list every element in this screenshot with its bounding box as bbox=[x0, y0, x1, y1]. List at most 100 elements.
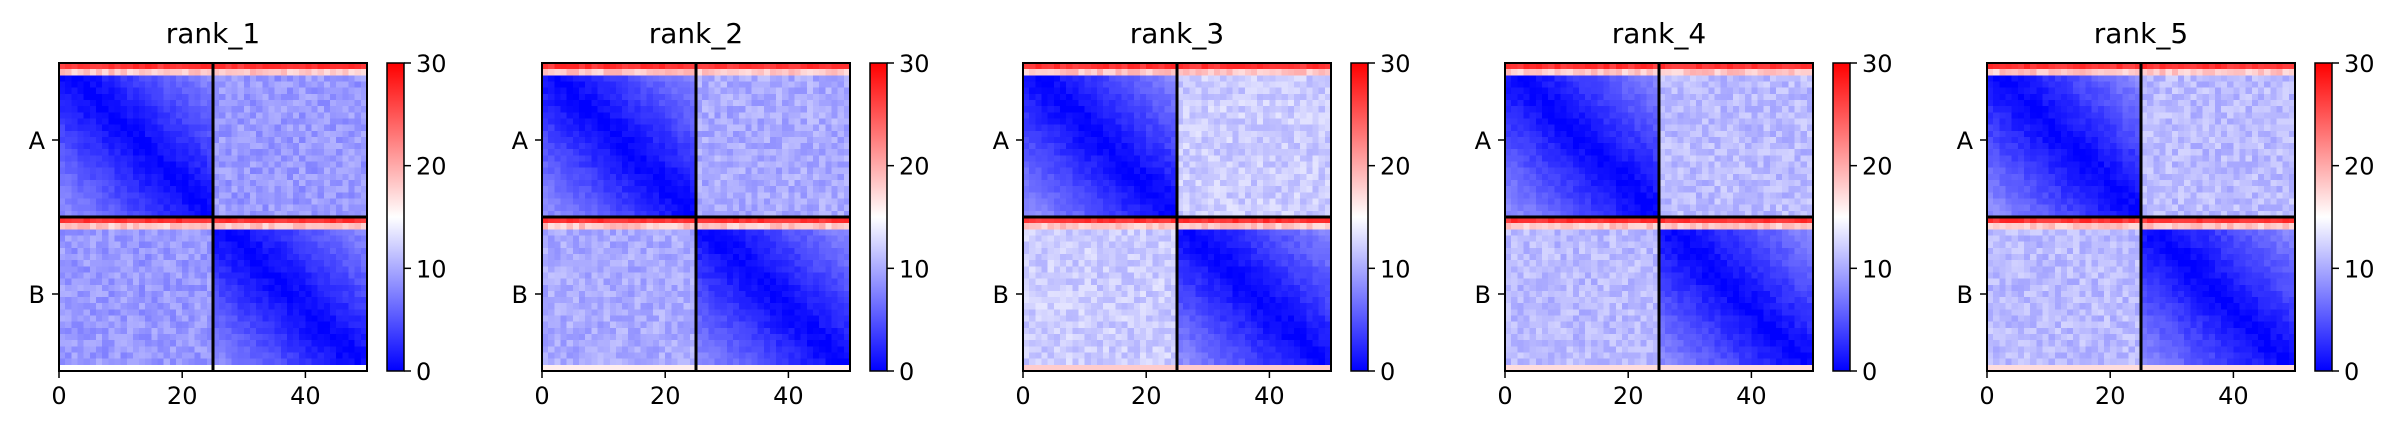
heatmap-cell bbox=[286, 130, 294, 138]
heatmap-cell bbox=[572, 334, 580, 341]
heatmap-cell bbox=[603, 204, 611, 212]
heatmap-cell bbox=[262, 186, 270, 193]
heatmap-cell bbox=[176, 106, 183, 113]
heatmap-cell bbox=[745, 136, 753, 144]
heatmap-cell bbox=[311, 290, 319, 298]
heatmap-cell bbox=[268, 173, 276, 181]
heatmap-cell bbox=[548, 180, 555, 187]
heatmap-cell bbox=[739, 223, 746, 230]
heatmap-cell bbox=[354, 69, 362, 76]
heatmap-cell bbox=[59, 352, 66, 360]
heatmap-cell bbox=[83, 358, 91, 366]
heatmap-cell bbox=[739, 204, 746, 212]
heatmap-cell bbox=[311, 173, 319, 181]
heatmap-cell bbox=[714, 99, 722, 107]
heatmap-cell bbox=[652, 155, 660, 163]
heatmap-cell bbox=[151, 364, 159, 372]
heatmap-cell bbox=[597, 75, 605, 83]
heatmap-cell bbox=[813, 192, 820, 200]
heatmap-cell bbox=[683, 87, 691, 95]
heatmap-cell bbox=[299, 149, 306, 156]
heatmap-cell bbox=[163, 204, 171, 212]
heatmap-cell bbox=[837, 217, 845, 224]
heatmap-cell bbox=[342, 87, 350, 95]
heatmap-cell bbox=[188, 75, 196, 83]
heatmap-cell bbox=[757, 303, 765, 310]
heatmap-cell bbox=[788, 210, 796, 218]
heatmap-cell bbox=[769, 327, 777, 335]
heatmap-cell bbox=[163, 235, 171, 243]
heatmap-cell bbox=[634, 284, 642, 292]
heatmap-cell bbox=[720, 247, 728, 255]
heatmap-cell bbox=[825, 334, 833, 341]
heatmap-cell bbox=[776, 99, 783, 107]
heatmap-cell bbox=[708, 93, 716, 101]
heatmap-cell bbox=[788, 192, 796, 200]
heatmap-cell bbox=[59, 235, 66, 243]
heatmap-cell bbox=[689, 106, 697, 113]
heatmap-cell bbox=[591, 130, 599, 138]
heatmap-cell bbox=[206, 327, 214, 335]
heatmap-cell bbox=[732, 161, 740, 169]
heatmap-cell bbox=[763, 290, 771, 298]
heatmap-cell bbox=[89, 118, 97, 126]
heatmap-cell bbox=[225, 352, 233, 360]
heatmap-cell bbox=[157, 130, 165, 138]
heatmap-cell bbox=[132, 327, 140, 335]
heatmap-cell bbox=[108, 180, 116, 187]
heatmap-cell bbox=[65, 247, 72, 255]
heatmap-cell bbox=[585, 278, 592, 286]
heatmap-cell bbox=[739, 284, 746, 292]
heatmap-cell bbox=[671, 253, 679, 261]
heatmap-cell bbox=[751, 247, 759, 255]
heatmap-cell bbox=[83, 334, 91, 341]
heatmap-cell bbox=[243, 210, 251, 218]
heatmap-cell bbox=[286, 247, 294, 255]
heatmap-cell bbox=[280, 81, 288, 89]
heatmap-cell bbox=[323, 290, 331, 298]
heatmap-cell bbox=[299, 352, 306, 360]
heatmap-cell bbox=[628, 99, 635, 107]
heatmap-cell bbox=[566, 130, 574, 138]
heatmap-cell bbox=[714, 112, 722, 120]
heatmap-cell bbox=[200, 229, 208, 237]
heatmap-cell bbox=[603, 186, 611, 193]
heatmap-cell bbox=[262, 217, 270, 224]
heatmap-cell bbox=[554, 235, 562, 243]
heatmap-cell bbox=[71, 155, 79, 163]
heatmap-cell bbox=[751, 278, 759, 286]
heatmap-cell bbox=[542, 223, 549, 230]
heatmap-cell bbox=[634, 315, 642, 323]
heatmap-cell bbox=[763, 192, 771, 200]
heatmap-cell bbox=[311, 334, 319, 341]
heatmap-cell bbox=[59, 198, 66, 206]
heatmap-cell bbox=[560, 253, 568, 261]
heatmap-cell bbox=[323, 321, 331, 329]
heatmap-cell bbox=[200, 155, 208, 163]
heatmap-cell bbox=[188, 143, 196, 150]
heatmap-cell bbox=[126, 272, 134, 280]
heatmap-cell bbox=[831, 63, 839, 70]
heatmap-cell bbox=[305, 210, 313, 218]
heatmap-cell bbox=[348, 321, 356, 329]
heatmap-cell bbox=[213, 130, 220, 138]
heatmap-cell bbox=[323, 99, 331, 107]
heatmap-cell bbox=[542, 112, 549, 120]
heatmap-cell bbox=[696, 229, 703, 237]
heatmap-cell bbox=[231, 272, 239, 280]
heatmap-cell bbox=[572, 235, 580, 243]
heatmap-cell bbox=[120, 284, 128, 292]
heatmap-cell bbox=[665, 334, 672, 341]
heatmap-cell bbox=[689, 167, 697, 175]
heatmap-cell bbox=[825, 204, 833, 212]
heatmap-cell bbox=[360, 161, 368, 169]
heatmap-cell bbox=[609, 99, 617, 107]
heatmap-cell bbox=[615, 204, 623, 212]
heatmap-cell bbox=[323, 130, 331, 138]
heatmap-cell bbox=[591, 149, 599, 156]
heatmap-cell bbox=[831, 204, 839, 212]
heatmap-cell bbox=[182, 364, 189, 372]
heatmap-cell bbox=[65, 309, 72, 317]
heatmap-cell bbox=[249, 210, 257, 218]
heatmap-cell bbox=[622, 334, 629, 341]
